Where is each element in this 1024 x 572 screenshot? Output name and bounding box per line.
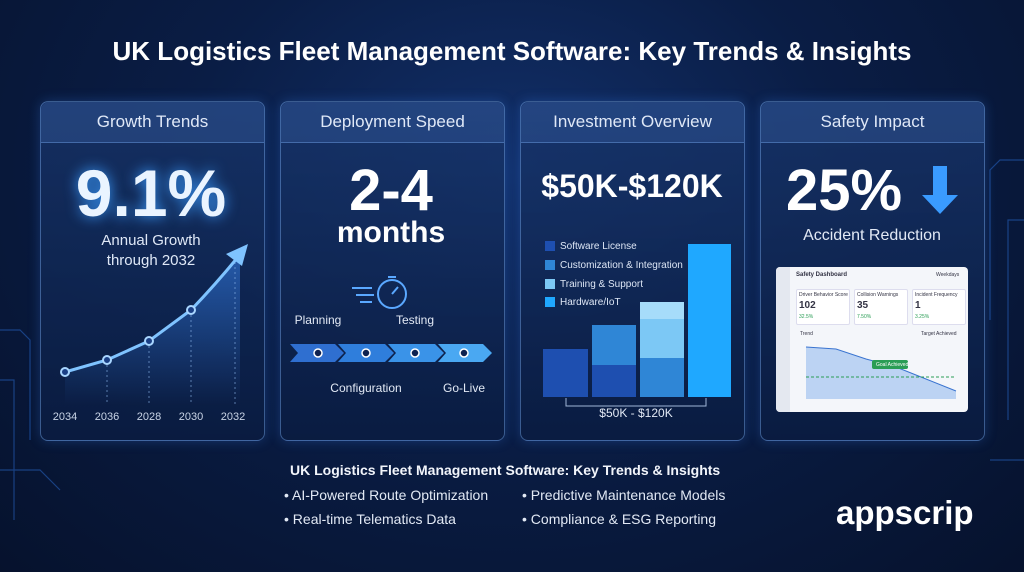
bullet: • Compliance & ESG Reporting bbox=[522, 511, 716, 527]
card-title: Investment Overview bbox=[521, 102, 744, 143]
axis-label: 2028 bbox=[136, 411, 162, 423]
trend-chart bbox=[805, 346, 957, 399]
legend-swatch bbox=[545, 279, 555, 289]
metric-label: Collision Warnings bbox=[857, 292, 899, 298]
axis-label: 2030 bbox=[178, 411, 204, 423]
axis-label: 2036 bbox=[94, 411, 120, 423]
bullet-text: AI-Powered Route Optimization bbox=[292, 487, 489, 503]
dashboard: Safety Dashboard Weekdays Driver Behavio… bbox=[776, 267, 968, 412]
metric-value: 1 bbox=[915, 300, 921, 311]
step-label: Configuration bbox=[330, 381, 402, 395]
growth-card: Growth Trends bbox=[40, 101, 265, 441]
step-label: Planning bbox=[294, 313, 342, 327]
bullet-text: Real-time Telematics Data bbox=[292, 511, 456, 527]
page-title: UK Logistics Fleet Management Software: … bbox=[112, 36, 912, 66]
legend-label: Hardware/IoT bbox=[560, 297, 621, 308]
legend-swatch bbox=[545, 260, 555, 270]
metric-label: Incident Frequency bbox=[915, 292, 958, 298]
safety-headline: 25% bbox=[786, 158, 903, 223]
metric bbox=[796, 289, 850, 325]
metric-value: 102 bbox=[799, 300, 816, 311]
footer-heading: UK Logistics Fleet Management Software: … bbox=[290, 462, 721, 478]
investment-headline: $50K-$120K bbox=[541, 168, 723, 204]
legend-swatch bbox=[545, 297, 555, 307]
metric-label: Driver Behavior Score bbox=[799, 292, 848, 298]
legend-label: Software License bbox=[560, 241, 637, 252]
step-label: Testing bbox=[395, 313, 435, 327]
deployment-unit: months bbox=[336, 216, 446, 249]
bullet: • Real-time Telematics Data bbox=[284, 511, 456, 527]
deployment-headline: 2-4 bbox=[349, 158, 433, 223]
step-label: Go-Live bbox=[442, 381, 486, 395]
legend-swatch bbox=[545, 241, 555, 251]
bullet-text: Compliance & ESG Reporting bbox=[530, 511, 716, 527]
sidebar bbox=[776, 267, 790, 412]
bullet-text: Predictive Maintenance Models bbox=[530, 487, 726, 503]
metric-value: 35 bbox=[857, 300, 869, 311]
range-label: $50K - $120K bbox=[599, 406, 673, 420]
axis-label: 2034 bbox=[52, 411, 78, 423]
legend-label: Training & Support bbox=[560, 279, 644, 290]
bullet: • AI-Powered Route Optimization bbox=[284, 487, 489, 503]
investment-card: Investment Overview bbox=[520, 101, 745, 441]
metric-delta: 3.25% bbox=[915, 314, 930, 320]
filter: Weekdays bbox=[936, 272, 960, 278]
trend-filter: Target Achieved bbox=[921, 331, 957, 337]
caption: through 2032 bbox=[106, 252, 196, 269]
trend-title: Trend bbox=[800, 331, 813, 337]
metric-delta: 7.50% bbox=[857, 314, 872, 320]
brand-logo: appscrip bbox=[836, 494, 974, 531]
card-title: Deployment Speed bbox=[281, 102, 504, 143]
legend-label: Customization & Integration bbox=[560, 260, 683, 271]
deployment-card: Deployment Speed bbox=[280, 101, 505, 441]
dashboard-title: Safety Dashboard bbox=[796, 272, 848, 278]
metric bbox=[912, 289, 966, 325]
card-title: Growth Trends bbox=[41, 102, 264, 143]
goal-badge: Goal Achieved bbox=[876, 362, 909, 368]
axis-label: 2032 bbox=[220, 411, 246, 423]
bullet: • Predictive Maintenance Models bbox=[522, 487, 726, 503]
caption: Annual Growth bbox=[101, 232, 201, 249]
growth-headline: 9.1% bbox=[75, 156, 227, 230]
metric-delta: 32.5% bbox=[799, 314, 814, 320]
metric bbox=[854, 289, 908, 325]
caption: Accident Reduction bbox=[803, 227, 941, 244]
card-title: Safety Impact bbox=[761, 102, 984, 143]
